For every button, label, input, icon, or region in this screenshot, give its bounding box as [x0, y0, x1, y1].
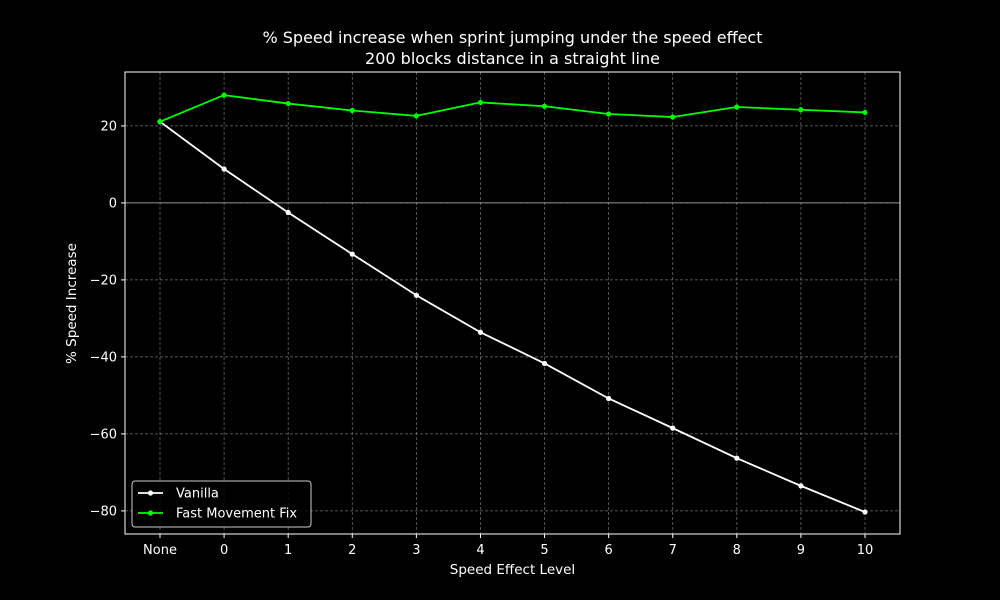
data-point-fast-movement-fix [285, 100, 291, 107]
series-line-fast-movement-fix [159, 94, 866, 123]
grid-lines [125, 72, 900, 534]
data-point-fast-movement-fix [798, 107, 804, 113]
legend-marker-fast-movement-fix [147, 510, 154, 516]
data-point-vanilla [670, 425, 676, 431]
series-layer [157, 92, 868, 515]
series-line-vanilla [159, 120, 866, 513]
plot-area-frame [124, 71, 901, 535]
y-tick-label: 0 [109, 196, 117, 211]
x-tick-label: 7 [669, 543, 677, 558]
data-point-fast-movement-fix [606, 111, 612, 117]
data-point-fast-movement-fix [734, 104, 740, 110]
data-point-vanilla [477, 329, 484, 335]
data-point-vanilla [349, 251, 355, 257]
x-tick-label: 5 [540, 543, 548, 558]
data-point-vanilla [221, 166, 227, 172]
data-point-fast-movement-fix [541, 103, 548, 109]
x-tick-label: 6 [604, 543, 612, 558]
x-tick-label: 4 [476, 543, 484, 558]
data-point-vanilla [798, 483, 804, 489]
data-point-vanilla [541, 360, 548, 367]
x-tick-label: 3 [412, 543, 420, 558]
legend-label-fast-movement-fix: Fast Movement Fix [176, 507, 297, 522]
axis-ticks: None 0 1 2 3 4 5 6 7 8 9 10 20 0 −20 −40 −60 −80 [90, 119, 874, 558]
y-tick-label: 20 [100, 119, 117, 134]
x-tick-label: 2 [348, 543, 356, 558]
data-point-vanilla [285, 209, 291, 216]
legend-label-vanilla: Vanilla [176, 487, 219, 502]
x-tick-label: 0 [220, 543, 228, 558]
chart-subtitle: 200 blocks distance in a straight line [365, 49, 660, 68]
data-point-fast-movement-fix [670, 114, 676, 120]
x-tick-label: 8 [733, 543, 741, 558]
data-point-vanilla [413, 292, 419, 298]
data-point-fast-movement-fix [413, 113, 419, 119]
data-point-fast-movement-fix [477, 99, 484, 106]
data-point-vanilla [862, 509, 868, 515]
x-tick-label: None [143, 543, 177, 558]
data-point-vanilla [606, 395, 612, 402]
x-tick-label: 1 [284, 543, 292, 558]
data-point-fast-movement-fix [221, 92, 227, 98]
legend-box [131, 480, 312, 528]
y-tick-label: −60 [90, 427, 117, 442]
y-tick-label: −40 [90, 350, 117, 365]
y-tick-label: −80 [90, 504, 117, 519]
data-point-vanilla [734, 455, 740, 461]
x-tick-label: 9 [797, 543, 805, 558]
y-tick-label: −20 [90, 273, 117, 288]
x-axis-label: Speed Effect Level [450, 562, 575, 578]
data-point-fast-movement-fix [157, 119, 163, 125]
data-point-fast-movement-fix [349, 107, 355, 114]
chart-title: % Speed increase when sprint jumping und… [262, 28, 762, 47]
y-axis-label: % Speed Increase [64, 243, 80, 364]
data-point-fast-movement-fix [862, 109, 868, 116]
x-tick-label: 10 [857, 543, 874, 558]
legend: Vanilla Fast Movement Fix [131, 480, 312, 528]
legend-marker-vanilla [147, 490, 154, 496]
